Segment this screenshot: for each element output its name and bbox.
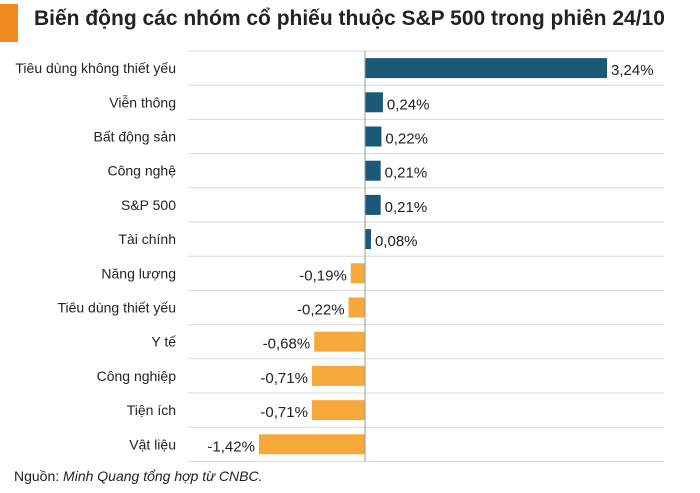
data-label: 0,24% <box>387 96 430 113</box>
category-label: Năng lượng <box>101 265 176 281</box>
category-label: S&P 500 <box>121 197 176 213</box>
bar <box>365 194 381 215</box>
category-label: Bất động sản <box>93 129 176 145</box>
bar <box>365 160 381 181</box>
category-label: Công nghệ <box>107 163 176 179</box>
bar <box>311 400 365 421</box>
bar <box>350 263 365 284</box>
bar <box>348 297 365 318</box>
bar <box>258 434 365 455</box>
bar <box>314 331 365 352</box>
source-detail: Minh Quang tổng hợp từ CNBC. <box>63 468 263 484</box>
category-label: Tiêu dùng không thiết yếu <box>15 60 176 76</box>
category-label: Y tế <box>151 334 176 350</box>
data-label: -1,42% <box>207 438 255 455</box>
source-prefix: Nguồn: <box>14 468 64 484</box>
data-label: -0,71% <box>260 370 308 387</box>
data-label: 0,08% <box>375 233 418 250</box>
bar <box>311 365 365 386</box>
title-accent-bar <box>0 4 18 42</box>
category-label: Tiêu dùng thiết yếu <box>57 300 176 316</box>
data-label: -0,19% <box>299 267 347 284</box>
data-label: 0,21% <box>385 199 428 216</box>
bar <box>365 58 608 79</box>
bar <box>365 126 382 147</box>
bar <box>365 229 371 250</box>
data-label: -0,71% <box>260 404 308 421</box>
bar <box>365 92 383 113</box>
category-label: Viễn thông <box>109 94 176 110</box>
category-label: Tài chính <box>118 231 176 247</box>
data-label: -0,22% <box>297 302 345 319</box>
source-note: Nguồn: Minh Quang tổng hợp từ CNBC. <box>14 468 262 484</box>
category-label: Vật liệu <box>129 436 176 452</box>
chart-title: Biến động các nhóm cổ phiếu thuộc S&P 50… <box>34 7 665 30</box>
category-label: Công nghiệp <box>97 368 177 384</box>
data-label: 3,24% <box>611 62 654 79</box>
category-label: Tiện ích <box>127 402 176 418</box>
data-label: 0,22% <box>385 131 428 148</box>
data-label: 0,21% <box>385 165 428 182</box>
data-label: -0,68% <box>263 336 311 353</box>
